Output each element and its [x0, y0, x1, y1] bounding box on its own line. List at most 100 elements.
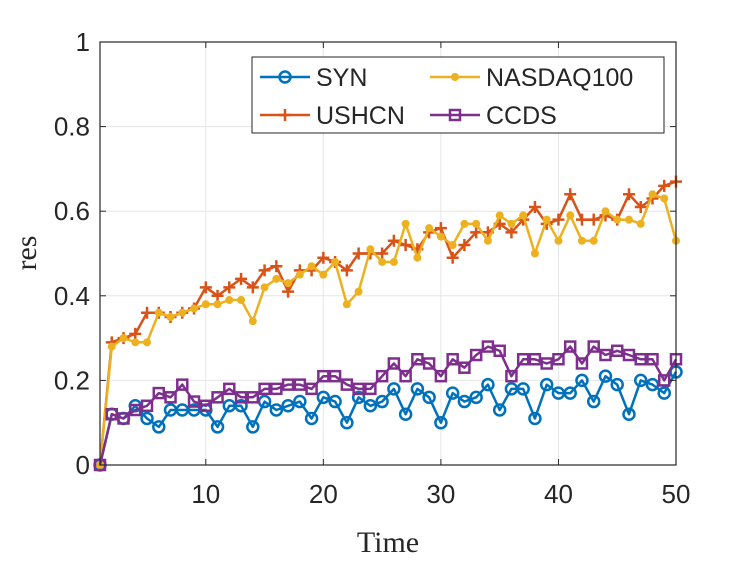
data-point-nasdaq100 — [366, 245, 375, 254]
data-point-ccds — [399, 369, 412, 383]
data-point-nasdaq100 — [284, 279, 293, 288]
data-point-ccds — [528, 353, 542, 366]
data-point-ushcn — [552, 213, 565, 226]
data-point-nasdaq100 — [260, 283, 269, 292]
data-point-syn — [387, 382, 401, 396]
data-point-nasdaq100 — [660, 194, 669, 203]
data-point-ccds — [152, 386, 166, 400]
data-point-ccds — [446, 353, 459, 366]
legend-marker-ccds — [448, 108, 462, 122]
legend: SYN USHCN NASDAQ100 CCDS — [251, 56, 665, 134]
data-point-nasdaq100 — [131, 338, 140, 347]
y-tick-label: 0.8 — [54, 112, 90, 142]
data-point-syn — [434, 415, 448, 430]
data-point-ushcn — [282, 285, 295, 298]
data-point-ushcn — [564, 188, 577, 201]
legend-marker-nasdaq100 — [451, 73, 459, 81]
data-point-ccds — [293, 378, 307, 391]
data-point-syn — [445, 386, 460, 400]
data-point-ccds — [516, 353, 530, 366]
data-point-syn — [375, 394, 389, 409]
data-point-ushcn — [505, 226, 518, 239]
data-point-syn — [363, 399, 378, 413]
data-point-syn — [622, 407, 636, 421]
data-point-ccds — [164, 391, 177, 404]
data-point-ccds — [258, 382, 271, 396]
data-point-nasdaq100 — [154, 308, 163, 317]
data-point-ccds — [317, 369, 330, 383]
x-axis-title: Time — [357, 526, 419, 559]
data-point-ccds — [657, 374, 671, 387]
x-tick-label: 30 — [426, 479, 455, 509]
data-point-ccds — [505, 369, 518, 383]
data-point-ccds — [129, 403, 142, 417]
data-point-nasdaq100 — [507, 219, 516, 228]
data-point-nasdaq100 — [401, 219, 410, 228]
legend-entry-ccds: CCDS — [430, 102, 557, 130]
data-point-nasdaq100 — [613, 215, 622, 224]
data-point-ushcn — [587, 213, 600, 226]
data-point-syn — [140, 411, 154, 426]
data-point-nasdaq100 — [566, 211, 575, 220]
data-point-syn — [633, 373, 648, 388]
series-line-syn — [98, 371, 678, 466]
data-point-nasdaq100 — [248, 317, 257, 326]
data-point-syn — [210, 420, 225, 434]
data-point-syn — [328, 394, 342, 409]
data-point-nasdaq100 — [389, 257, 398, 266]
y-axis-title: res — [10, 236, 43, 271]
data-point-ccds — [375, 369, 389, 383]
data-point-nasdaq100 — [342, 300, 351, 309]
data-point-nasdaq100 — [542, 215, 551, 224]
data-point-syn — [657, 386, 671, 400]
data-point-ushcn — [211, 289, 224, 302]
data-point-nasdaq100 — [213, 300, 222, 309]
x-tick-label: 50 — [662, 479, 691, 509]
data-point-nasdaq100 — [577, 236, 586, 245]
legend-marker-syn — [278, 70, 292, 84]
data-point-ushcn — [141, 306, 154, 319]
data-point-ushcn — [434, 222, 447, 235]
data-point-ccds — [622, 348, 636, 362]
data-point-ushcn — [258, 264, 271, 277]
tick-group: 10 20 30 40 50 0 0.2 0.4 0.6 0.8 1 — [54, 27, 691, 509]
data-point-ccds — [422, 357, 436, 370]
data-point-nasdaq100 — [178, 308, 187, 317]
data-point-syn — [152, 420, 166, 434]
data-point-ccds — [117, 412, 130, 425]
legend-label-ushcn: USHCN — [316, 102, 405, 130]
data-point-nasdaq100 — [378, 257, 387, 266]
data-point-ccds — [305, 382, 318, 396]
data-point-ccds — [105, 407, 119, 421]
data-point-ccds — [646, 353, 659, 366]
data-point-nasdaq100 — [319, 270, 328, 279]
data-point-ushcn — [129, 327, 142, 340]
data-point-ccds — [634, 353, 647, 366]
legend-entry-nasdaq100: NASDAQ100 — [430, 64, 633, 92]
data-point-syn — [234, 399, 248, 413]
data-point-ushcn — [658, 179, 671, 192]
data-point-syn — [293, 394, 307, 409]
data-point-nasdaq100 — [413, 253, 422, 262]
data-point-nasdaq100 — [225, 296, 234, 305]
x-tick-label: 10 — [191, 479, 220, 509]
data-point-syn — [469, 390, 483, 405]
data-point-ushcn — [235, 272, 248, 285]
legend-label-nasdaq100: NASDAQ100 — [486, 64, 633, 92]
data-point-ccds — [469, 348, 483, 362]
data-point-syn — [610, 377, 624, 392]
data-point-nasdaq100 — [307, 262, 316, 271]
data-point-syn — [257, 394, 272, 409]
data-point-ushcn — [246, 281, 259, 294]
data-point-ccds — [246, 391, 260, 404]
series-syn — [93, 365, 683, 472]
data-point-nasdaq100 — [272, 274, 281, 283]
data-point-nasdaq100 — [237, 296, 246, 305]
series-ccds — [93, 340, 683, 472]
data-point-ccds — [352, 382, 365, 396]
data-point-syn — [410, 382, 425, 396]
series-line-ushcn — [98, 180, 677, 466]
data-point-ushcn — [634, 200, 647, 213]
data-point-ccds — [575, 357, 589, 370]
